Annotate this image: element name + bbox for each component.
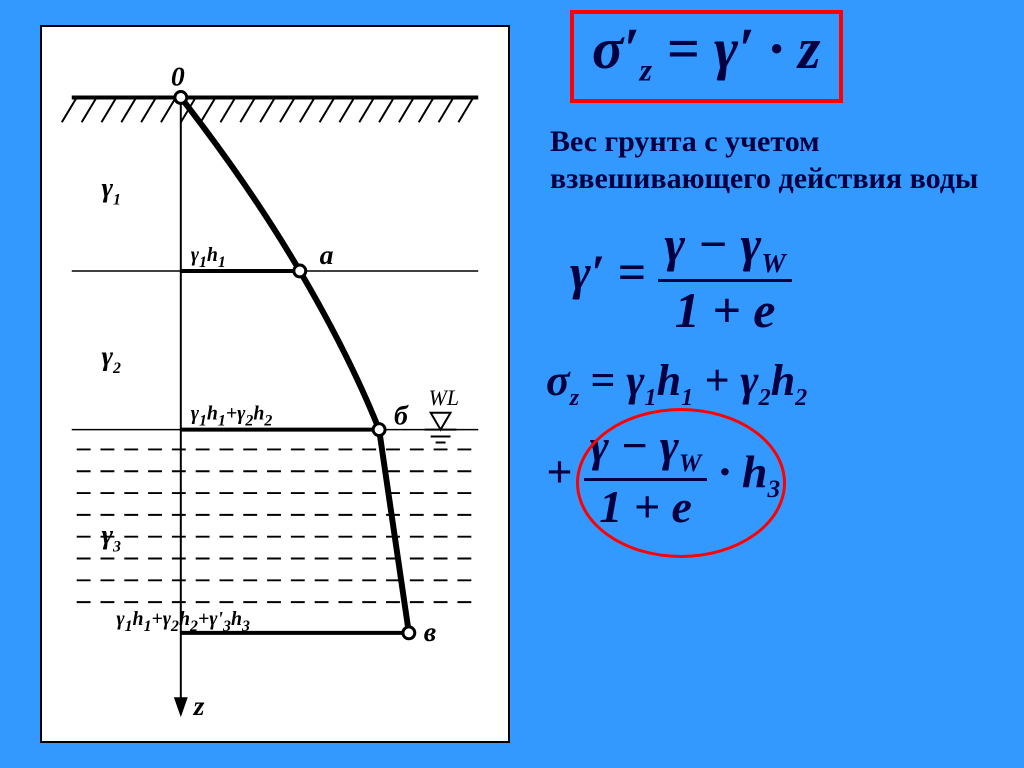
z-arrowhead (174, 697, 188, 717)
origin-label: 0 (171, 62, 185, 93)
gamma3-label: γ3 (101, 520, 121, 556)
diagram-svg: 0 z WL (42, 27, 508, 741)
eq-sigma-prime: σ′z = γ′ · z (592, 16, 821, 81)
ground-hatch (62, 97, 473, 122)
svg-text:WL: WL (429, 386, 459, 410)
stress-curve (181, 97, 409, 632)
point-a-label: а (320, 240, 334, 271)
gamma1-label: γ1 (101, 173, 120, 209)
point-v-label: в (424, 617, 436, 648)
stress-label-1: γ1h1 (191, 244, 226, 271)
node-a (294, 265, 306, 277)
stress-diagram: 0 z WL (40, 25, 510, 743)
node-b (373, 424, 385, 436)
point-b-label: б (394, 401, 409, 432)
z-axis-label: z (193, 691, 205, 722)
caption-text: Вес грунта с учетом взвешивающего действ… (550, 123, 1010, 198)
water-level-marker: WL (425, 386, 459, 443)
stress-label-3: γ1h1+γ2h2+γ'3h3 (116, 608, 250, 635)
eq-gamma-prime: γ′ = γ − γW1 + e (570, 244, 792, 300)
eq-sigma-z-line1: σz = γ1h1 + γ2h2 (546, 356, 807, 405)
stress-label-2: γ1h1+γ2h2 (191, 403, 273, 430)
node-origin (175, 92, 187, 104)
water-hatch (77, 449, 479, 602)
boxed-equation: σ′z = γ′ · z (570, 10, 843, 103)
eq-sigma-z-line2: + γ − γW1 + e · h3 (546, 446, 780, 497)
node-v (403, 627, 415, 639)
equations-panel: σ′z = γ′ · z Вес грунта с учетом взвешив… (540, 10, 1010, 758)
gamma2-label: γ2 (101, 341, 121, 377)
